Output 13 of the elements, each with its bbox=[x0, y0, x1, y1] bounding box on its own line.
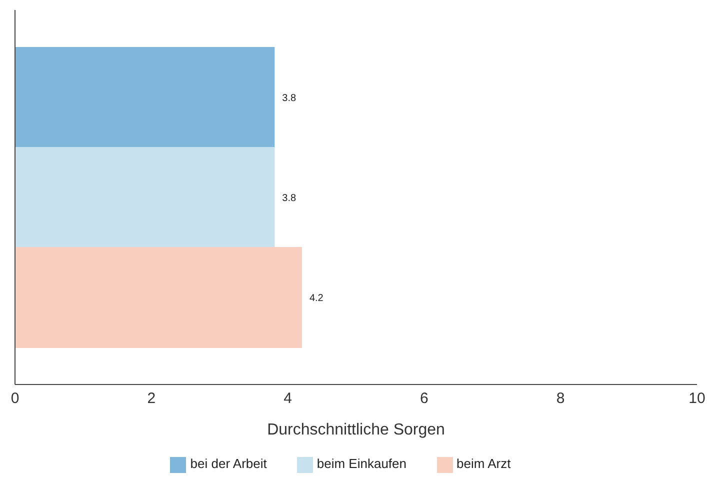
legend-label: beim Einkaufen bbox=[316, 456, 407, 472]
x-tick-label: 4 bbox=[284, 390, 292, 408]
legend-label: beim Arzt bbox=[456, 456, 511, 472]
x-tick-label: 0 bbox=[10, 390, 20, 408]
data-label: 4.2 bbox=[309, 292, 324, 304]
legend-label: bei der Arbeit bbox=[190, 456, 267, 472]
data-label: 3.8 bbox=[282, 192, 296, 204]
x-tick-label: 6 bbox=[420, 390, 428, 408]
data-label: 3.8 bbox=[282, 92, 296, 104]
x-tick-label: 2 bbox=[147, 390, 156, 408]
x-tick-label: 8 bbox=[556, 390, 565, 408]
x-tick-label: 10 bbox=[688, 390, 706, 408]
x-axis-title: Durchschnittliche Sorgen bbox=[267, 421, 445, 438]
